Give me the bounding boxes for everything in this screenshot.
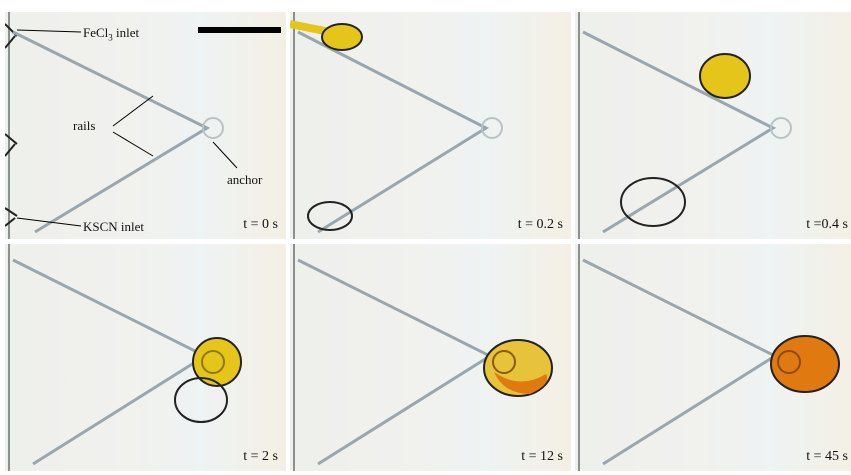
rails-label: rails [73,118,96,133]
clear-droplet [307,201,353,231]
panel-t12: t = 12 s [290,244,571,471]
panel-scene [578,12,792,239]
panel-scene [8,244,242,471]
time-label: t = 12 s [521,449,563,464]
time-label: t = 45 s [806,449,848,464]
rails [582,30,777,234]
panel-scene [290,12,503,239]
rails [297,30,490,234]
rails [12,258,209,466]
anchor-circle [770,117,792,139]
kscn-inlet-icon [5,207,18,227]
fecl3-inlet-label: FeCl3 inlet [83,25,140,43]
time-label: t = 0 s [243,217,278,232]
anchor-circle [202,117,224,139]
rails [12,30,211,234]
clear-droplet [620,177,686,227]
time-label: t =0.4 s [806,217,848,232]
panel-t2: t = 2 s [5,244,286,471]
panel-scene [293,244,553,471]
panel-scene [578,244,840,471]
yellow-droplet [699,53,751,99]
panel-t0: FeCl3 inlet rails anchor KSCN inlet t = … [5,12,286,239]
yellow-droplet [192,337,242,387]
panel-scene [5,12,238,239]
panel-t45: t = 45 s [575,244,851,471]
time-label: t = 0.2 s [517,217,563,232]
merged-droplet [770,335,840,393]
clear-droplet [174,377,228,423]
kscn-inlet-label: KSCN inlet [83,219,145,234]
time-label: t = 2 s [243,449,278,464]
scale-bar [198,27,281,33]
anchor-circle [481,117,503,139]
yellow-droplet [321,23,363,51]
panel-t0-4: t =0.4 s [575,12,851,239]
anchor-label: anchor [227,172,263,187]
panel-t0-2: t = 0.2 s [290,12,571,239]
fecl3-inlet-icon [5,23,18,49]
rails [297,258,494,466]
rails [582,258,779,466]
